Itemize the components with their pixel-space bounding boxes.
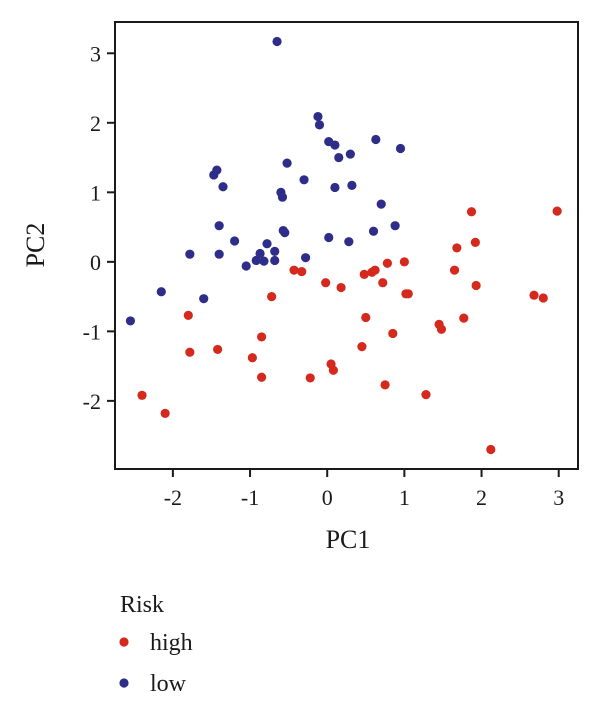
data-point-low bbox=[299, 175, 309, 185]
y-tick-label: 0 bbox=[90, 250, 101, 275]
data-point-low bbox=[376, 199, 386, 209]
data-point-high bbox=[436, 324, 447, 334]
data-point-high bbox=[305, 373, 315, 383]
data-point-high bbox=[538, 293, 548, 303]
data-point-high bbox=[403, 289, 413, 299]
data-point-low bbox=[272, 36, 282, 47]
legend-label-low: low bbox=[150, 671, 187, 697]
data-point-high bbox=[328, 365, 338, 375]
data-point-high bbox=[470, 237, 480, 247]
data-point-low bbox=[251, 255, 261, 266]
data-point-low bbox=[330, 140, 340, 150]
data-point-low bbox=[270, 255, 280, 266]
data-point-high bbox=[378, 278, 388, 288]
y-tick-label: 2 bbox=[90, 111, 101, 136]
data-point-high bbox=[388, 328, 398, 339]
data-point-low bbox=[345, 149, 355, 159]
data-point-low bbox=[212, 165, 222, 175]
data-point-high bbox=[459, 313, 469, 323]
data-point-high bbox=[382, 258, 392, 268]
data-point-high bbox=[529, 290, 539, 300]
data-point-low bbox=[324, 232, 334, 243]
plot-area: -2 -1 0 1 2 3 -2 -1 0 1 2 3 bbox=[83, 21, 579, 510]
data-point-low bbox=[395, 143, 406, 154]
x-tick-label: 3 bbox=[553, 485, 564, 510]
data-point-high bbox=[452, 243, 462, 253]
y-tick-label: -2 bbox=[83, 389, 101, 414]
data-point-low bbox=[214, 249, 224, 259]
data-point-high bbox=[160, 408, 170, 418]
data-point-low bbox=[125, 316, 136, 326]
legend: Risk high low bbox=[119, 592, 193, 697]
y-axis-title: PC2 bbox=[21, 223, 50, 268]
data-point-low bbox=[218, 182, 228, 192]
data-point-high bbox=[357, 342, 367, 352]
data-point-low bbox=[371, 134, 381, 145]
data-point-low bbox=[368, 226, 379, 236]
y-tick-label: 1 bbox=[90, 180, 101, 205]
x-tick-label: -2 bbox=[164, 485, 182, 510]
legend-title: Risk bbox=[120, 592, 164, 618]
data-point-high bbox=[185, 347, 195, 357]
data-point-high bbox=[380, 380, 390, 390]
data-point-low bbox=[314, 120, 325, 130]
plot-frame bbox=[114, 21, 579, 470]
data-point-high bbox=[486, 444, 496, 455]
x-tick-label: -1 bbox=[241, 485, 259, 510]
data-point-low bbox=[230, 236, 240, 246]
data-point-high bbox=[297, 266, 307, 277]
data-point-low bbox=[277, 192, 288, 202]
data-point-low bbox=[262, 239, 272, 249]
x-tick-label: 1 bbox=[399, 485, 410, 510]
data-point-low bbox=[185, 249, 195, 259]
x-axis-title: PC1 bbox=[326, 525, 371, 554]
data-point-high bbox=[361, 312, 371, 323]
data-point-high bbox=[449, 265, 460, 275]
data-point-high bbox=[213, 344, 223, 355]
data-point-low bbox=[390, 221, 400, 231]
y-tick-label: 3 bbox=[90, 41, 101, 66]
data-point-high bbox=[267, 291, 277, 302]
data-point-low bbox=[156, 287, 166, 297]
x-tick-label: 2 bbox=[476, 485, 487, 510]
data-point-high bbox=[370, 265, 380, 275]
data-point-low bbox=[259, 256, 269, 266]
data-point-low bbox=[282, 158, 292, 168]
data-point-low bbox=[330, 182, 340, 193]
data-point-high bbox=[289, 265, 299, 275]
data-point-high bbox=[359, 269, 369, 279]
data-point-high bbox=[471, 280, 481, 291]
data-point-low bbox=[301, 253, 311, 263]
data-point-high bbox=[321, 278, 331, 288]
data-point-low bbox=[270, 246, 280, 257]
data-point-high bbox=[399, 257, 409, 267]
data-point-low bbox=[344, 237, 354, 247]
data-point-high bbox=[257, 372, 267, 382]
data-point-high bbox=[466, 207, 477, 217]
data-point-low bbox=[241, 261, 251, 271]
data-point-high bbox=[552, 206, 562, 216]
data-point-low bbox=[255, 248, 265, 259]
data-point-high bbox=[257, 332, 267, 342]
x-tick-label: 0 bbox=[322, 485, 333, 510]
legend-marker-low bbox=[119, 678, 129, 688]
legend-marker-high bbox=[119, 637, 129, 647]
data-point-low bbox=[199, 294, 209, 304]
data-point-high bbox=[336, 282, 346, 293]
data-point-high bbox=[247, 353, 257, 363]
legend-label-high: high bbox=[150, 630, 193, 656]
legend-items: high low bbox=[119, 630, 193, 697]
data-point-high bbox=[421, 390, 431, 400]
data-point-low bbox=[280, 228, 290, 238]
data-point-low bbox=[313, 111, 323, 122]
data-point-low bbox=[334, 152, 344, 163]
data-point-low bbox=[214, 221, 224, 231]
data-point-high bbox=[183, 310, 193, 320]
data-point-high bbox=[137, 390, 147, 400]
y-tick-label: -1 bbox=[83, 319, 101, 344]
data-point-low bbox=[347, 180, 357, 190]
